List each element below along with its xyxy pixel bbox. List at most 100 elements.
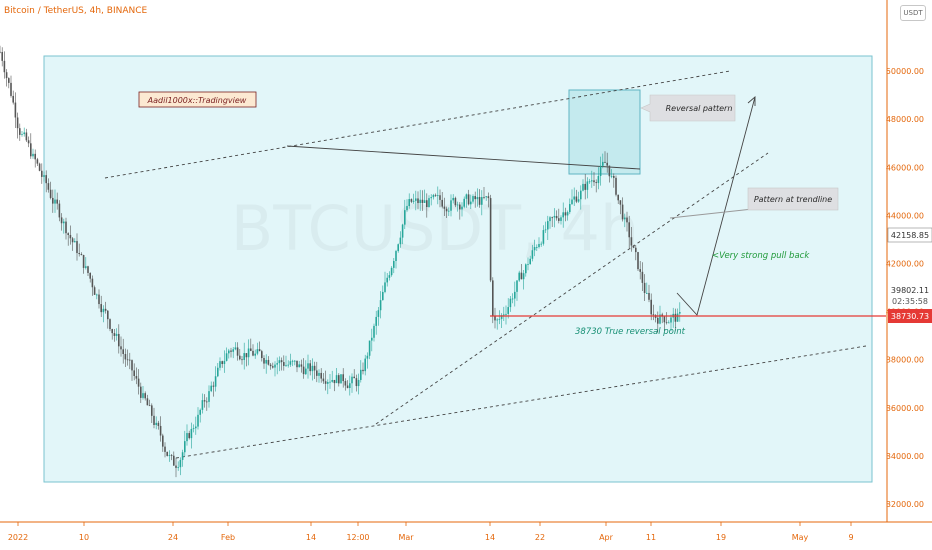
candle	[360, 360, 362, 383]
rising-trendline	[375, 152, 769, 425]
candle	[599, 156, 602, 186]
candle	[157, 420, 160, 430]
candle	[298, 360, 300, 368]
candle	[280, 357, 283, 371]
candle	[8, 77, 10, 89]
candle	[188, 430, 190, 440]
candle	[250, 338, 252, 352]
candle	[236, 342, 239, 361]
candle	[665, 312, 668, 325]
price-tick-label: 44000.00	[886, 211, 924, 220]
candle	[190, 422, 193, 449]
candle	[144, 391, 146, 401]
time-tick-label: May	[792, 533, 809, 542]
time-tick-label: 19	[716, 533, 726, 542]
candle	[397, 243, 399, 253]
candle	[45, 170, 47, 193]
price-tick-label: 36000.00	[886, 404, 924, 413]
time-tick-label: 22	[535, 533, 545, 542]
candle	[269, 363, 272, 370]
candle	[452, 194, 454, 204]
candle	[322, 372, 325, 384]
candle	[274, 361, 276, 377]
candle	[635, 245, 637, 261]
candle	[619, 200, 622, 215]
candle	[514, 281, 516, 307]
candle	[140, 382, 142, 403]
candle	[624, 213, 626, 228]
candle	[610, 169, 613, 179]
candle	[71, 236, 74, 251]
candle	[14, 92, 17, 128]
candle	[586, 177, 589, 199]
candle	[107, 309, 109, 329]
candle	[555, 210, 558, 221]
candle	[283, 355, 285, 371]
candle	[525, 263, 527, 277]
candle	[98, 289, 100, 309]
candle	[461, 202, 463, 217]
candle	[652, 304, 655, 321]
candle	[221, 360, 223, 368]
candle	[265, 354, 267, 374]
candle	[184, 430, 186, 457]
watermark: BTCUSDT, 4h	[231, 192, 640, 265]
candle	[390, 266, 393, 277]
candle	[307, 354, 309, 379]
candle	[179, 457, 182, 476]
candle	[406, 199, 408, 212]
time-axis[interactable]: 2022 10 24 Feb 14 12:00 Mar 14 22 Apr 11 19 May 9	[8, 522, 854, 542]
candle	[228, 348, 230, 359]
candle	[318, 369, 320, 383]
pattern-pointer	[669, 207, 763, 219]
candle	[593, 172, 595, 186]
candle	[122, 338, 124, 364]
candle	[676, 308, 679, 322]
candle	[212, 381, 215, 397]
candle	[564, 207, 567, 222]
candle	[401, 223, 404, 245]
currency-button[interactable]: USDT	[900, 5, 926, 21]
candle	[648, 284, 650, 303]
candle	[450, 194, 452, 217]
candle	[5, 69, 8, 87]
candle	[27, 136, 30, 148]
candle	[111, 328, 113, 340]
candle	[439, 189, 441, 208]
candle	[547, 215, 549, 241]
price-tag-support: 38730.73	[888, 309, 932, 323]
candle	[357, 373, 360, 395]
candle	[49, 181, 52, 200]
candle	[333, 379, 336, 392]
candle	[320, 368, 322, 383]
candle	[219, 357, 221, 371]
candle	[201, 393, 204, 414]
candle	[175, 457, 177, 478]
candle	[540, 241, 542, 247]
candle	[542, 225, 545, 246]
candle	[30, 133, 32, 159]
candle	[467, 189, 470, 206]
svg-text:38730.73: 38730.73	[891, 312, 929, 321]
candle	[10, 75, 12, 98]
candle	[432, 193, 435, 200]
candle	[3, 51, 6, 79]
candle	[1, 47, 3, 67]
candle	[192, 424, 195, 433]
candle	[146, 394, 149, 406]
candle	[69, 225, 72, 245]
price-tick-label: 50000.00	[886, 67, 924, 76]
candle	[54, 189, 56, 213]
candle	[410, 198, 413, 204]
candle	[569, 198, 571, 215]
price-tick-label: 32000.00	[886, 500, 924, 509]
candle	[670, 314, 672, 332]
candle	[148, 399, 151, 407]
candle	[571, 189, 573, 206]
candle	[261, 349, 263, 362]
candle	[448, 207, 450, 216]
candle	[155, 416, 157, 430]
pattern-trendline-label: Pattern at trendline	[754, 195, 832, 204]
candle	[19, 123, 21, 141]
